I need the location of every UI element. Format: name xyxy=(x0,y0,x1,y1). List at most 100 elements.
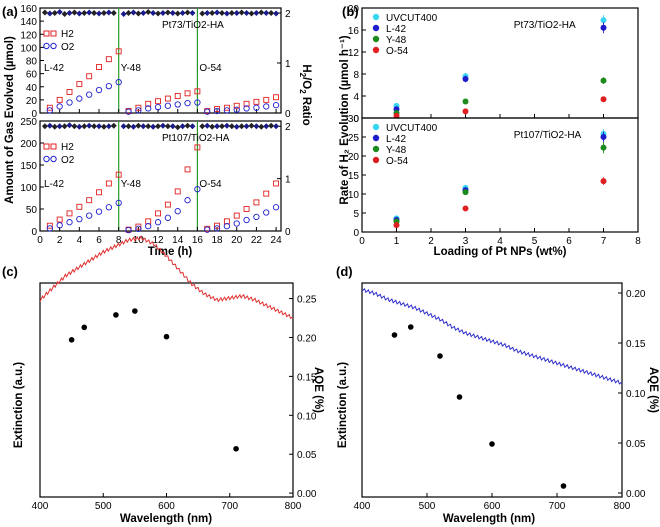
a_bottom-ratio-point xyxy=(199,123,206,130)
a_bottom-xtick-label: 14 xyxy=(172,235,184,246)
a_top-h2-point xyxy=(194,88,201,95)
a_top-ratio-point xyxy=(253,10,260,16)
d-xtick-label: 800 xyxy=(614,501,631,512)
a_bottom-xtick-label: 2 xyxy=(57,235,63,246)
b_top-legend-marker xyxy=(372,46,380,54)
a_bottom-ratio-point xyxy=(86,122,93,129)
panel-a-y2label-sub1: 2 xyxy=(298,73,307,78)
a_bottom-o2-point xyxy=(164,214,172,221)
a_bottom-h2-point xyxy=(233,212,240,219)
c-y2tick-label: 0.05 xyxy=(297,450,317,461)
a_top-o2-point xyxy=(184,100,191,107)
a_bottom-ratio-point xyxy=(248,122,255,129)
a_top-o2-point xyxy=(135,107,142,114)
b_bottom-xtick-label: 6 xyxy=(566,236,572,247)
a_bottom-legend-h2-symbol xyxy=(50,143,57,150)
b_bottom-xtick-label: 0 xyxy=(359,236,365,247)
a_top-o2-point xyxy=(263,103,270,110)
a_bottom-ratio-point xyxy=(253,123,260,130)
c-y2tick-label: 0.20 xyxy=(297,333,317,344)
d-y2tick-label: 0.15 xyxy=(626,339,646,350)
a_bottom-y2tick-label: 1 xyxy=(285,175,291,186)
b_bottom-ytick-label: 25 xyxy=(348,133,360,144)
a_top-h2-point xyxy=(174,92,181,99)
a_bottom-ratio-point xyxy=(51,123,58,130)
panel-a-ylabel: Amount of Gas Evolved (µmol) xyxy=(4,36,16,204)
panel-c-ylabel: Extinction (a.u.) xyxy=(13,362,25,448)
a_top-o2-point xyxy=(76,95,83,102)
a_top-ytick-label: 0 xyxy=(31,109,37,120)
a_top-ratio-point xyxy=(51,10,58,16)
b_bottom-ytick-label: 30 xyxy=(348,114,360,125)
a_top-ratio-point xyxy=(110,10,117,16)
a_top-h2-point xyxy=(184,90,191,97)
d-aqe-point xyxy=(489,441,495,447)
c-xtick-label: 400 xyxy=(32,501,49,512)
a_top-ratio-point xyxy=(164,9,171,16)
a_bottom-o2-point xyxy=(145,223,152,230)
a_top-ratio-point xyxy=(184,9,191,16)
b_top-ytick-label: 12 xyxy=(348,48,360,59)
a_top-legend-h2: H2 xyxy=(61,29,74,40)
a_bottom-xtick-label: 4 xyxy=(77,235,83,246)
b_bottom-legend-label: O-54 xyxy=(386,156,409,167)
a_bottom-ratio-point xyxy=(233,123,240,130)
panel-a-y2label-ratio: Ratio xyxy=(300,94,312,126)
d-y2tick-label: 0.05 xyxy=(626,439,646,450)
a_top-h2-point xyxy=(214,106,221,113)
d-frame xyxy=(361,282,623,498)
a_top-ratio-point xyxy=(228,10,235,16)
a_bottom-ratio-point xyxy=(179,123,186,130)
c-frame xyxy=(39,282,294,498)
a_top-ratio-point xyxy=(150,10,157,16)
b_bottom-xtick-label: 8 xyxy=(635,236,641,247)
b_bottom-legend-marker xyxy=(372,145,380,153)
d-xtick-label: 500 xyxy=(419,501,436,512)
a_bottom-ratio-point xyxy=(258,123,265,130)
a_top-o2-point xyxy=(194,99,201,106)
panel-d-y2label: AQE (%) xyxy=(647,367,659,413)
panel-a-y2label-o: /O xyxy=(300,77,312,89)
a_bottom-xtick-label: 16 xyxy=(192,235,204,246)
a_bottom-h2-point xyxy=(86,197,93,204)
a_bottom-o2-point xyxy=(223,223,231,230)
b_bottom-legend-marker xyxy=(372,134,380,142)
plots: 020406080100120140160012Pt73/TiO2-HAH2O2… xyxy=(20,4,646,512)
b_top-ytick-label: 20 xyxy=(348,4,360,15)
d-xtick-label: 700 xyxy=(549,501,566,512)
a_bottom-ratio-point xyxy=(140,123,147,130)
panel-b-xlabel: Loading of Pt NPs (wt%) xyxy=(434,246,567,258)
a_bottom-h2-point xyxy=(96,189,102,196)
a_bottom-o2-point xyxy=(115,199,122,206)
a_bottom-o2-point xyxy=(194,186,201,193)
a_top-h2-point xyxy=(96,64,102,71)
a_bottom-xtick-label: 24 xyxy=(271,235,283,246)
a_bottom-h2-point xyxy=(214,222,221,229)
b_bottom-xtick-label: 2 xyxy=(428,236,434,247)
b_bottom-xtick-label: 7 xyxy=(601,236,607,247)
c-y2tick-label: 0.10 xyxy=(297,411,317,422)
panel-c-xlabel: Wavelength (nm) xyxy=(120,513,212,525)
a_bottom-xtick-label: 8 xyxy=(116,235,122,246)
a_bottom-ratio-point xyxy=(145,123,152,130)
a_top-o2-point xyxy=(223,107,231,114)
a_top-h2-point xyxy=(253,98,260,105)
a_top-o2-point xyxy=(243,105,250,112)
a_top-ratio-point xyxy=(140,10,147,16)
a_bottom-h2-point xyxy=(135,223,142,230)
a_bottom-ytick-label: 100 xyxy=(20,183,37,194)
a_bottom-ratio-point xyxy=(273,123,280,130)
b_top-point-y-48 xyxy=(600,77,607,84)
a_top-ratio-point xyxy=(91,10,98,16)
a_top-o2-point xyxy=(115,79,122,86)
a_top-h2-point xyxy=(145,100,152,107)
a_top-ratio-point xyxy=(214,9,221,16)
a_bottom-ytick-label: 250 xyxy=(20,117,37,128)
a_top-ratio-point xyxy=(76,10,83,17)
b_bottom-ytick-label: 5 xyxy=(353,209,359,220)
a_bottom-xtick-label: 20 xyxy=(231,235,243,246)
a_top-h2-point xyxy=(155,98,161,105)
a_bottom-segment-label: L-42 xyxy=(44,179,64,190)
a_top-ratio-point xyxy=(81,10,88,16)
b_bottom-title: Pt107/TiO2-HA xyxy=(514,130,582,141)
